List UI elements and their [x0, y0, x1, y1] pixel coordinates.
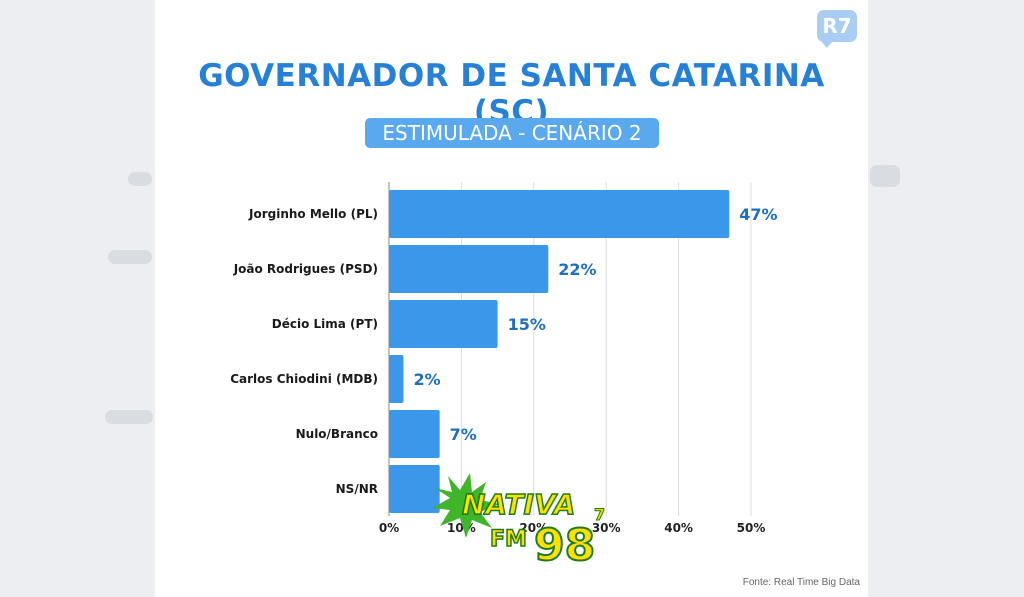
bar — [389, 355, 404, 403]
x-tick-label: 30% — [592, 521, 621, 535]
blurred-shape — [128, 172, 152, 186]
bar — [389, 190, 730, 238]
bar — [389, 410, 440, 458]
watermark-splash-icon — [432, 473, 500, 538]
chart-title: GOVERNADOR DE SANTA CATARINA (SC) — [198, 58, 825, 130]
bar — [389, 300, 498, 348]
bar — [389, 465, 440, 513]
value-label: 7% — [450, 425, 477, 444]
x-tick-label: 20% — [519, 521, 548, 535]
watermark-decimal: 7 — [594, 505, 605, 524]
blurred-shape — [870, 165, 900, 187]
right-blurred-background — [868, 0, 1024, 597]
value-label: 47% — [739, 205, 777, 224]
category-label: Nulo/Branco — [296, 427, 378, 441]
nativa-fm-watermark: NATIVA FM 98 7 — [432, 473, 606, 568]
value-label: 2% — [413, 370, 440, 389]
x-tick-label: 40% — [664, 521, 693, 535]
r7-logo: R7 — [817, 10, 857, 48]
bar — [389, 245, 549, 293]
category-label: NS/NR — [336, 482, 378, 496]
poll-card: R7 GOVERNADOR DE SANTA CATARINA (SC) EST… — [155, 0, 868, 597]
watermark-fm: FM — [490, 527, 527, 552]
value-label: 15% — [508, 315, 546, 334]
chart-subtitle: ESTIMULADA - CENÁRIO 2 — [365, 118, 659, 148]
x-tick-label: 0% — [379, 521, 399, 535]
source-note: Fonte: Real Time Big Data — [742, 577, 860, 588]
watermark-nativa: NATIVA — [462, 488, 575, 521]
category-label: João Rodrigues (PSD) — [233, 262, 378, 276]
watermark-frequency: 98 — [534, 520, 595, 568]
value-label: 22% — [558, 260, 596, 279]
category-label: Carlos Chiodini (MDB) — [230, 372, 378, 386]
blurred-shape — [105, 410, 153, 424]
category-label: Décio Lima (PT) — [272, 317, 378, 331]
left-blurred-background — [0, 0, 155, 597]
x-tick-label: 50% — [737, 521, 766, 535]
category-label: Jorginho Mello (PL) — [248, 207, 378, 221]
blurred-shape — [108, 250, 152, 264]
